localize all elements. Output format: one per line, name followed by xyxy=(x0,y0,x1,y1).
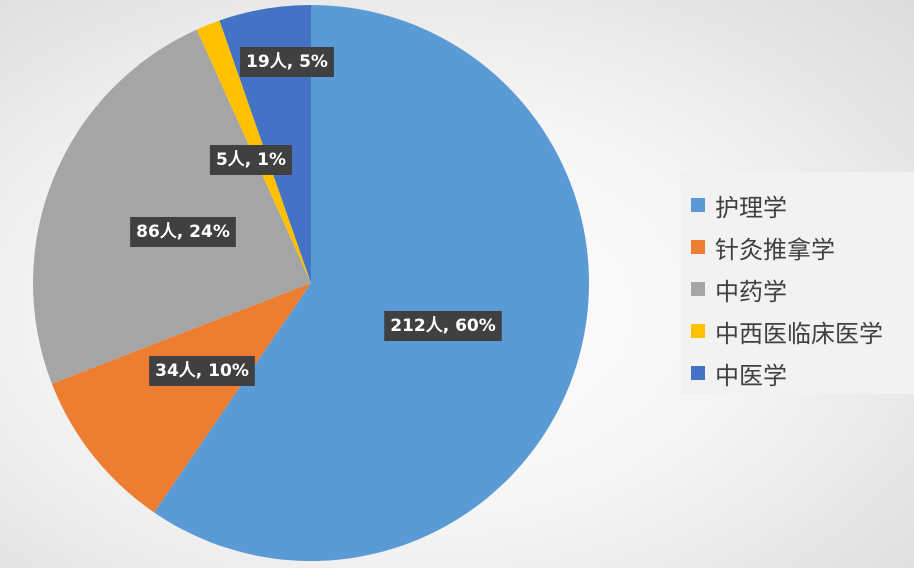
data-label: 86人, 24% xyxy=(130,217,236,247)
legend-label: 中西医临床医学 xyxy=(715,319,883,348)
legend-swatch xyxy=(691,198,705,212)
data-label-text: 86人, 24% xyxy=(136,222,230,242)
data-label: 19人, 5% xyxy=(240,47,334,77)
legend-swatch xyxy=(691,282,705,296)
legend-item: 中西医临床医学 xyxy=(691,310,914,352)
legend-swatch xyxy=(691,366,705,380)
pie-slice xyxy=(154,5,590,561)
legend-label: 针灸推拿学 xyxy=(715,235,835,264)
data-label-text: 19人, 5% xyxy=(246,52,328,72)
legend: 护理学 针灸推拿学 中药学 中西医临床医学 中医学 xyxy=(681,172,914,394)
legend-label: 护理学 xyxy=(715,193,787,222)
legend-label: 中药学 xyxy=(715,277,787,306)
legend-swatch xyxy=(691,240,705,254)
legend-swatch xyxy=(691,324,705,338)
data-label: 5人, 1% xyxy=(209,145,293,175)
data-label-text: 5人, 1% xyxy=(216,150,286,170)
pie-slice xyxy=(51,283,311,513)
legend-item: 护理学 xyxy=(691,184,914,226)
pie-slice xyxy=(33,29,311,384)
data-label-text: 212人, 60% xyxy=(390,316,496,336)
data-label-box xyxy=(384,311,502,341)
data-label-box xyxy=(149,356,255,386)
data-label-box xyxy=(209,145,293,175)
data-label-box xyxy=(240,47,334,77)
legend-item: 中医学 xyxy=(691,352,914,394)
data-label: 34人, 10% xyxy=(149,356,255,386)
data-label: 212人, 60% xyxy=(384,311,502,341)
legend-item: 中药学 xyxy=(691,268,914,310)
legend-label: 中医学 xyxy=(715,361,787,390)
data-label-text: 34人, 10% xyxy=(155,361,249,381)
data-label-box xyxy=(130,217,236,247)
legend-item: 针灸推拿学 xyxy=(691,226,914,268)
